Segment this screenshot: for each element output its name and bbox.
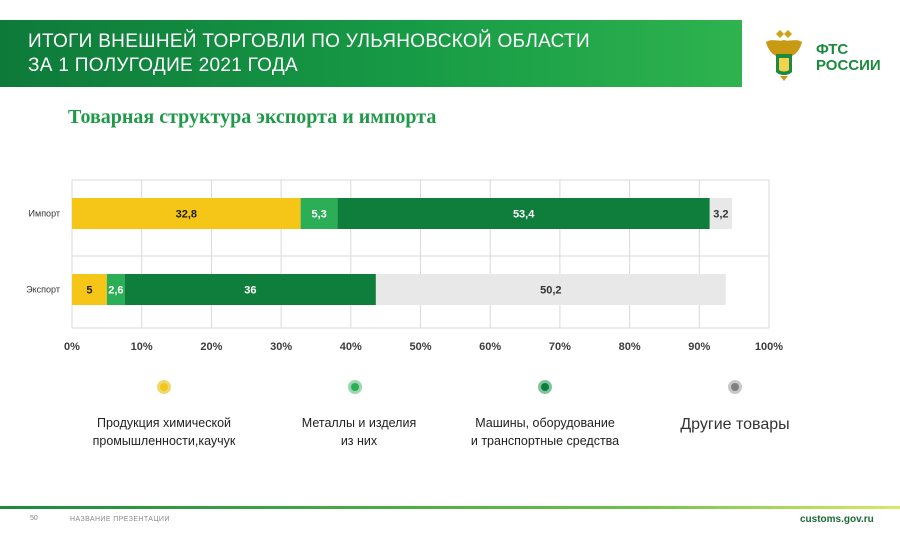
category-label: Импорт bbox=[29, 209, 60, 219]
legend-item-machinery: Машины, оборудование и транспортные сред… bbox=[455, 376, 635, 456]
data-label: 5,3 bbox=[311, 209, 326, 221]
x-tick-label: 50% bbox=[409, 341, 431, 353]
stacked-bar-chart: 32,8 5,3 53,4 3,2 Импорт 5 2,6 36 50,2 Экспорт 0% 1… bbox=[0, 160, 900, 370]
x-tick-label: 80% bbox=[619, 341, 641, 353]
footer-url-link[interactable]: customs.gov.ru bbox=[800, 514, 874, 525]
legend-label-line2: и транспортные средства bbox=[455, 432, 635, 450]
legend-label: Металлы и изделия из них bbox=[269, 414, 449, 450]
footer-presentation-name: НАЗВАНИЕ ПРЕЗЕНТАЦИИ bbox=[70, 516, 170, 523]
legend-label-line1: Металлы и изделия bbox=[269, 414, 449, 432]
legend-item-other: Другие товары bbox=[645, 376, 825, 456]
x-tick-label: 100% bbox=[755, 341, 783, 353]
legend-label-line1: Продукция химической bbox=[74, 414, 254, 432]
data-label: 53,4 bbox=[513, 209, 535, 221]
legend-item-metals: Металлы и изделия из них bbox=[269, 376, 449, 456]
data-label: 5 bbox=[86, 285, 92, 297]
footer-divider bbox=[0, 506, 900, 509]
header-title-line1: ИТОГИ ВНЕШНЕЙ ТОРГОВЛИ ПО УЛЬЯНОВСКОЙ ОБ… bbox=[28, 30, 590, 54]
header-title: ИТОГИ ВНЕШНЕЙ ТОРГОВЛИ ПО УЛЬЯНОВСКОЙ ОБ… bbox=[28, 30, 590, 78]
footer-page-number: 50 bbox=[30, 515, 38, 522]
legend-label-line2: промышленности,каучук bbox=[74, 432, 254, 450]
legend-dot-icon bbox=[348, 380, 362, 394]
legend-dot-icon bbox=[728, 380, 742, 394]
fts-logo: ФТС РОССИИ bbox=[762, 28, 892, 88]
legend-item-chemicals: Продукция химической промышленности,кауч… bbox=[74, 376, 254, 456]
data-label: 50,2 bbox=[540, 285, 561, 297]
logo-line1: ФТС bbox=[816, 42, 881, 58]
legend-dot-icon bbox=[157, 380, 171, 394]
data-label: 3,2 bbox=[713, 209, 728, 221]
x-tick-label: 10% bbox=[131, 341, 153, 353]
data-label: 36 bbox=[244, 285, 256, 297]
category-label: Экспорт bbox=[26, 285, 60, 295]
x-tick-label: 70% bbox=[549, 341, 571, 353]
data-label: 2,6 bbox=[108, 285, 123, 297]
data-label: 32,8 bbox=[176, 209, 197, 221]
legend-dot-icon bbox=[538, 380, 552, 394]
x-tick-label: 40% bbox=[340, 341, 362, 353]
legend-label-line1: Другие товары bbox=[645, 416, 825, 434]
x-tick-label: 60% bbox=[479, 341, 501, 353]
chart-subtitle: Товарная структура экспорта и импорта bbox=[68, 106, 436, 129]
logo-text: ФТС РОССИИ bbox=[816, 42, 881, 74]
logo-line2: РОССИИ bbox=[816, 58, 881, 74]
header-banner: ИТОГИ ВНЕШНЕЙ ТОРГОВЛИ ПО УЛЬЯНОВСКОЙ ОБ… bbox=[0, 20, 742, 87]
legend-label: Продукция химической промышленности,кауч… bbox=[74, 414, 254, 450]
legend-label-line1: Машины, оборудование bbox=[455, 414, 635, 432]
legend-label-line2: из них bbox=[269, 432, 449, 450]
x-tick-label: 20% bbox=[200, 341, 222, 353]
x-tick-label: 0% bbox=[64, 341, 80, 353]
x-tick-label: 30% bbox=[270, 341, 292, 353]
double-headed-eagle-emblem-icon bbox=[762, 28, 806, 82]
legend-label: Машины, оборудование и транспортные сред… bbox=[455, 414, 635, 450]
x-tick-label: 90% bbox=[688, 341, 710, 353]
header-title-line2: ЗА 1 ПОЛУГОДИЕ 2021 ГОДА bbox=[28, 54, 590, 78]
legend-label: Другие товары bbox=[645, 416, 825, 434]
